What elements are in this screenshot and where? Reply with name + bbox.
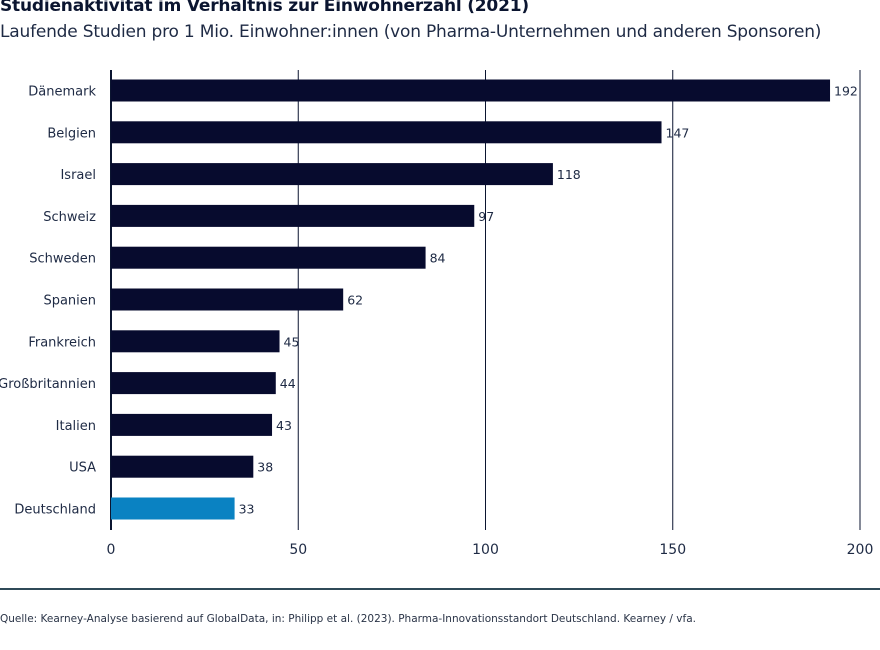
category-label: Israel <box>60 168 96 183</box>
category-label: Deutschland <box>14 503 96 518</box>
chart-title: Studienaktivität im Verhältnis zur Einwo… <box>0 0 529 16</box>
bars <box>111 79 831 520</box>
value-label: 38 <box>257 460 273 475</box>
category-label: USA <box>69 461 96 476</box>
x-tick-label: 0 <box>107 542 116 558</box>
chart-subtitle: Laufende Studien pro 1 Mio. Einwohner:in… <box>0 22 822 42</box>
category-label: Belgien <box>47 126 96 141</box>
category-label: Schweden <box>29 252 96 267</box>
bar-dänemark <box>111 79 831 102</box>
x-tick-label: 50 <box>289 542 307 558</box>
value-label: 62 <box>347 293 363 308</box>
bar-schweiz <box>111 204 475 227</box>
value-label: 43 <box>276 418 292 433</box>
x-tick-label: 100 <box>472 542 499 558</box>
value-label: 84 <box>430 251 446 266</box>
footer-divider <box>0 588 880 590</box>
category-label: Italien <box>56 419 96 434</box>
value-label: 192 <box>834 84 858 99</box>
labels: 0 50 100 150 200 Dänemark 192 Belgien 147 Israel 1… <box>0 84 873 559</box>
bar-usa <box>111 455 254 478</box>
x-tick-label: 200 <box>847 542 874 558</box>
bar-deutschland <box>111 497 235 520</box>
category-label: Spanien <box>43 294 96 309</box>
category-label: Dänemark <box>28 85 96 100</box>
value-label: 147 <box>666 125 690 140</box>
x-tick-label: 150 <box>659 542 686 558</box>
value-label: 118 <box>557 167 581 182</box>
bar-spanien <box>111 288 344 311</box>
bar-belgien <box>111 121 662 144</box>
category-label: Frankreich <box>28 335 96 350</box>
value-label: 97 <box>478 209 494 224</box>
bar-israel <box>111 163 553 186</box>
value-label: 45 <box>284 334 300 349</box>
value-label: 33 <box>239 502 255 517</box>
bar-schweden <box>111 246 426 269</box>
bar-italien <box>111 413 273 436</box>
category-label: Schweiz <box>43 210 96 225</box>
source-note: Quelle: Kearney-Analyse basierend auf Gl… <box>0 613 696 625</box>
bar-großbritannien <box>111 372 276 395</box>
bar-frankreich <box>111 330 280 353</box>
value-label: 44 <box>280 376 296 391</box>
bar-chart: 0 50 100 150 200 Dänemark 192 Belgien 147 Israel 1… <box>0 70 873 559</box>
category-label: Großbritannien <box>0 377 96 392</box>
